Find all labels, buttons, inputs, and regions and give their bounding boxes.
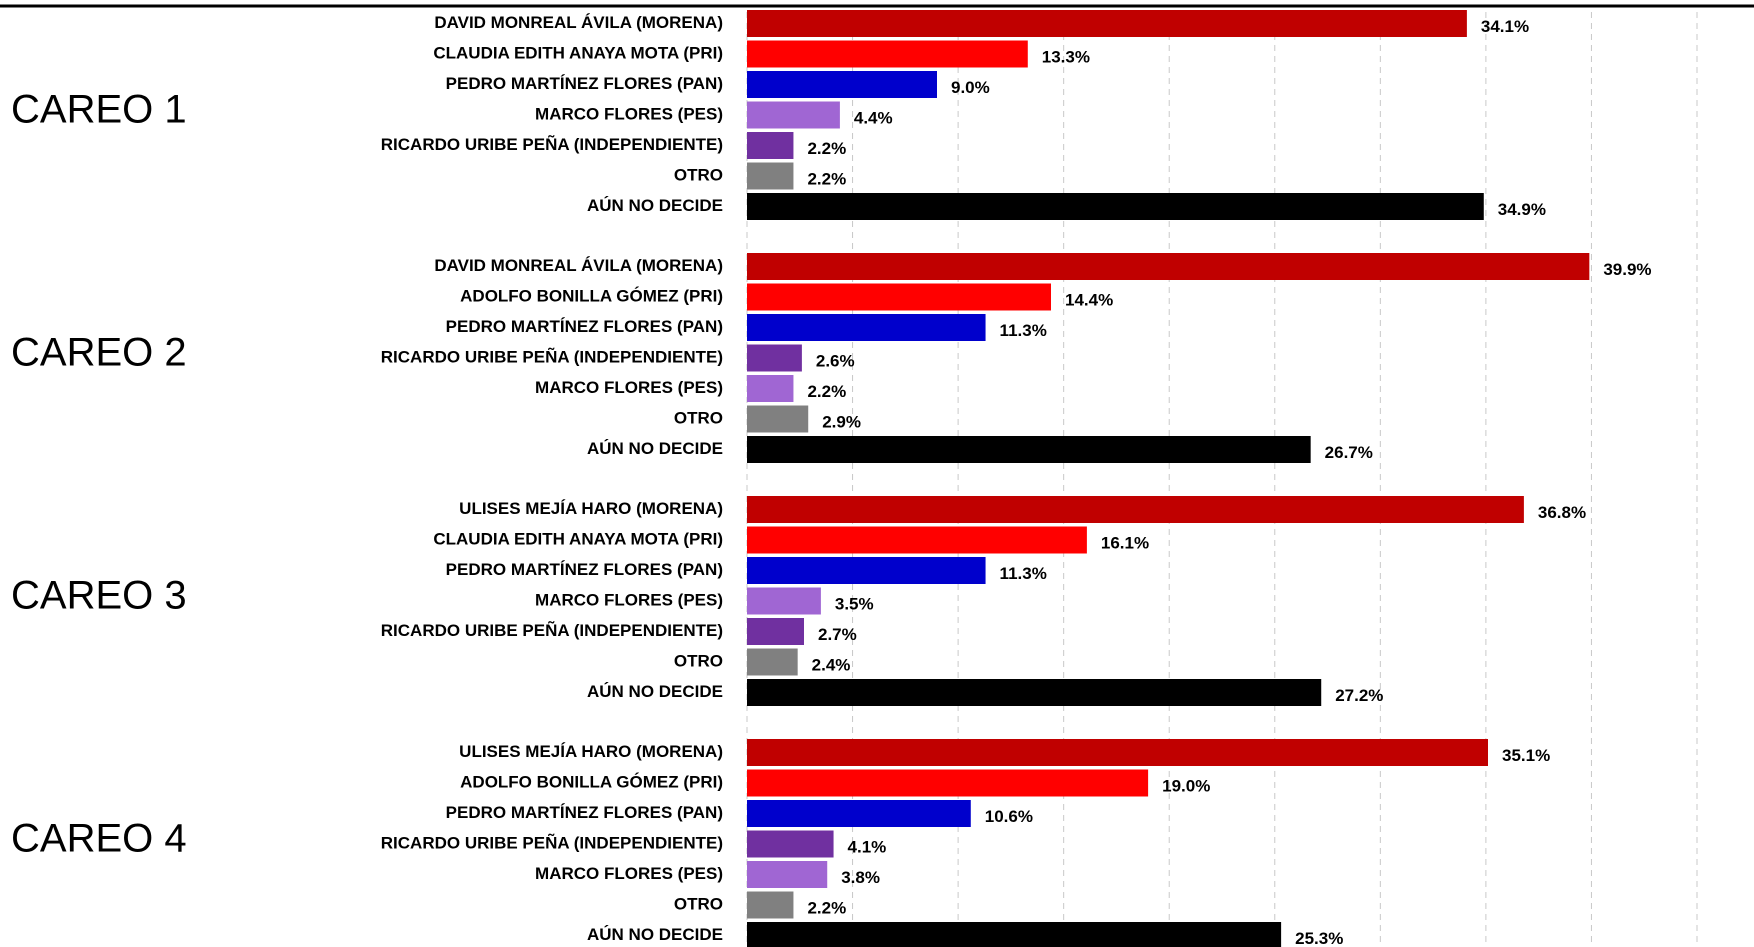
value-label: 11.3% <box>1000 321 1047 340</box>
bar <box>747 800 971 827</box>
bar <box>747 71 937 98</box>
bar <box>747 40 1028 68</box>
bar <box>747 526 1087 554</box>
category-label: OTRO <box>674 408 723 427</box>
value-label: 2.9% <box>822 412 861 431</box>
value-label: 35.1% <box>1502 746 1550 765</box>
group-title: CAREO 4 <box>11 817 187 861</box>
category-label: AÚN NO DECIDE <box>587 682 723 701</box>
plot: CAREO 1 DAVID MONREAL ÁVILA (MORENA) 34.1%… <box>11 10 1652 947</box>
category-label: PEDRO MARTÍNEZ FLORES (PAN) <box>446 560 723 579</box>
bar <box>747 253 1590 280</box>
category-label: AÚN NO DECIDE <box>587 439 723 458</box>
value-label: 13.3% <box>1042 47 1090 66</box>
value-label: 19.0% <box>1162 776 1210 795</box>
category-label: MARCO FLORES (PES) <box>535 590 723 609</box>
category-label: MARCO FLORES (PES) <box>535 864 723 883</box>
value-label: 34.1% <box>1481 17 1529 36</box>
bar <box>747 314 986 341</box>
value-label: 2.2% <box>807 898 846 917</box>
category-label: RICARDO URIBE PEÑA (INDEPENDIENTE) <box>381 134 723 154</box>
value-label: 3.5% <box>835 594 874 613</box>
category-label: RICARDO URIBE PEÑA (INDEPENDIENTE) <box>381 832 723 852</box>
bar <box>747 162 794 190</box>
value-label: 14.4% <box>1065 290 1113 309</box>
category-label: ULISES MEJÍA HARO (MORENA) <box>459 742 723 761</box>
bar <box>747 618 804 645</box>
bar <box>747 861 828 888</box>
bar <box>747 648 798 676</box>
value-label: 39.9% <box>1603 260 1651 279</box>
category-label: AÚN NO DECIDE <box>587 925 723 944</box>
value-label: 11.3% <box>1000 564 1047 583</box>
bar <box>747 769 1149 797</box>
category-label: AÚN NO DECIDE <box>587 196 723 215</box>
value-label: 10.6% <box>985 807 1033 826</box>
category-label: CLAUDIA EDITH ANAYA MOTA (PRI) <box>433 529 723 548</box>
category-label: PEDRO MARTÍNEZ FLORES (PAN) <box>446 74 723 93</box>
bar <box>747 739 1488 766</box>
bar <box>747 375 794 402</box>
bar <box>747 10 1467 37</box>
category-label: MARCO FLORES (PES) <box>535 378 723 397</box>
group-title: CAREO 3 <box>11 574 187 618</box>
bar <box>747 132 794 159</box>
value-label: 2.4% <box>812 655 851 674</box>
value-label: 36.8% <box>1538 503 1586 522</box>
bar <box>747 405 809 433</box>
bar <box>747 283 1051 311</box>
bar <box>747 922 1282 947</box>
value-label: 16.1% <box>1101 533 1149 552</box>
bar <box>747 830 834 858</box>
value-label: 2.2% <box>807 382 846 401</box>
value-label: 26.7% <box>1325 443 1373 462</box>
bar <box>747 557 986 584</box>
value-label: 2.2% <box>807 169 846 188</box>
category-label: DAVID MONREAL ÁVILA (MORENA) <box>434 256 723 275</box>
value-label: 9.0% <box>951 78 990 97</box>
category-label: CLAUDIA EDITH ANAYA MOTA (PRI) <box>433 43 723 62</box>
category-label: OTRO <box>674 165 723 184</box>
category-label: ADOLFO BONILLA GÓMEZ (PRI) <box>460 772 723 791</box>
bar <box>747 587 821 615</box>
bar <box>747 496 1524 523</box>
bar <box>747 679 1322 706</box>
bar <box>747 101 840 129</box>
value-label: 4.1% <box>848 837 887 856</box>
bar <box>747 344 802 372</box>
value-label: 4.4% <box>854 108 893 127</box>
category-label: ULISES MEJÍA HARO (MORENA) <box>459 499 723 518</box>
category-label: MARCO FLORES (PES) <box>535 104 723 123</box>
value-label: 27.2% <box>1335 686 1383 705</box>
value-label: 2.2% <box>807 139 846 158</box>
category-label: PEDRO MARTÍNEZ FLORES (PAN) <box>446 803 723 822</box>
group-title: CAREO 1 <box>11 88 187 132</box>
category-label: OTRO <box>674 894 723 913</box>
category-label: RICARDO URIBE PEÑA (INDEPENDIENTE) <box>381 346 723 366</box>
group-title: CAREO 2 <box>11 331 187 375</box>
value-label: 2.7% <box>818 625 857 644</box>
value-label: 25.3% <box>1295 929 1343 947</box>
value-label: 34.9% <box>1498 200 1546 219</box>
category-label: RICARDO URIBE PEÑA (INDEPENDIENTE) <box>381 620 723 640</box>
bar <box>747 193 1484 220</box>
category-label: DAVID MONREAL ÁVILA (MORENA) <box>434 13 723 32</box>
bar <box>747 436 1311 463</box>
value-label: 3.8% <box>841 868 880 887</box>
category-label: PEDRO MARTÍNEZ FLORES (PAN) <box>446 317 723 336</box>
value-label: 2.6% <box>816 351 855 370</box>
category-label: OTRO <box>674 651 723 670</box>
bar <box>747 891 794 919</box>
category-label: ADOLFO BONILLA GÓMEZ (PRI) <box>460 286 723 305</box>
